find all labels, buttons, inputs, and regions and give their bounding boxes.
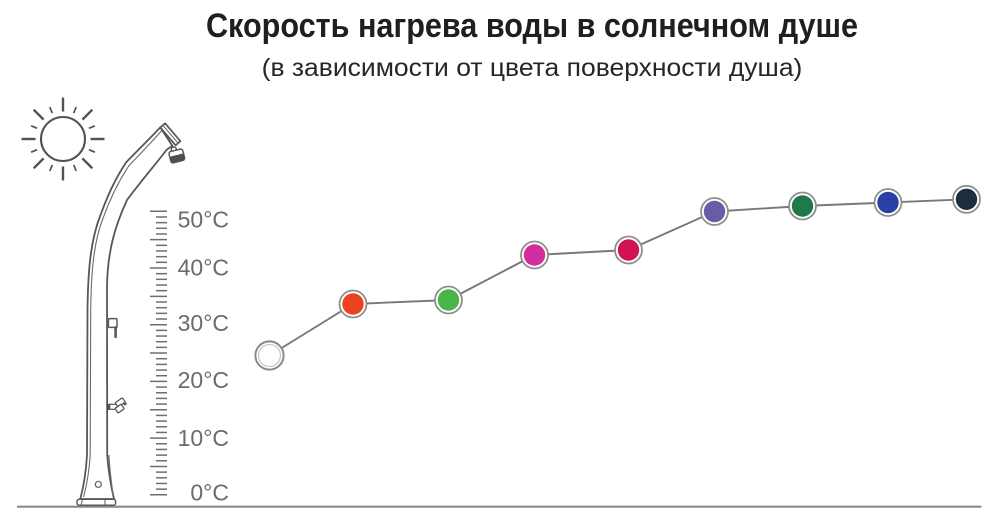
- svg-text:10°C: 10°C: [178, 425, 229, 451]
- svg-text:20°C: 20°C: [178, 367, 229, 393]
- svg-text:40°C: 40°C: [178, 255, 229, 281]
- svg-text:30°C: 30°C: [178, 310, 229, 336]
- svg-text:50°C: 50°C: [178, 207, 229, 233]
- svg-text:0°C: 0°C: [190, 480, 229, 506]
